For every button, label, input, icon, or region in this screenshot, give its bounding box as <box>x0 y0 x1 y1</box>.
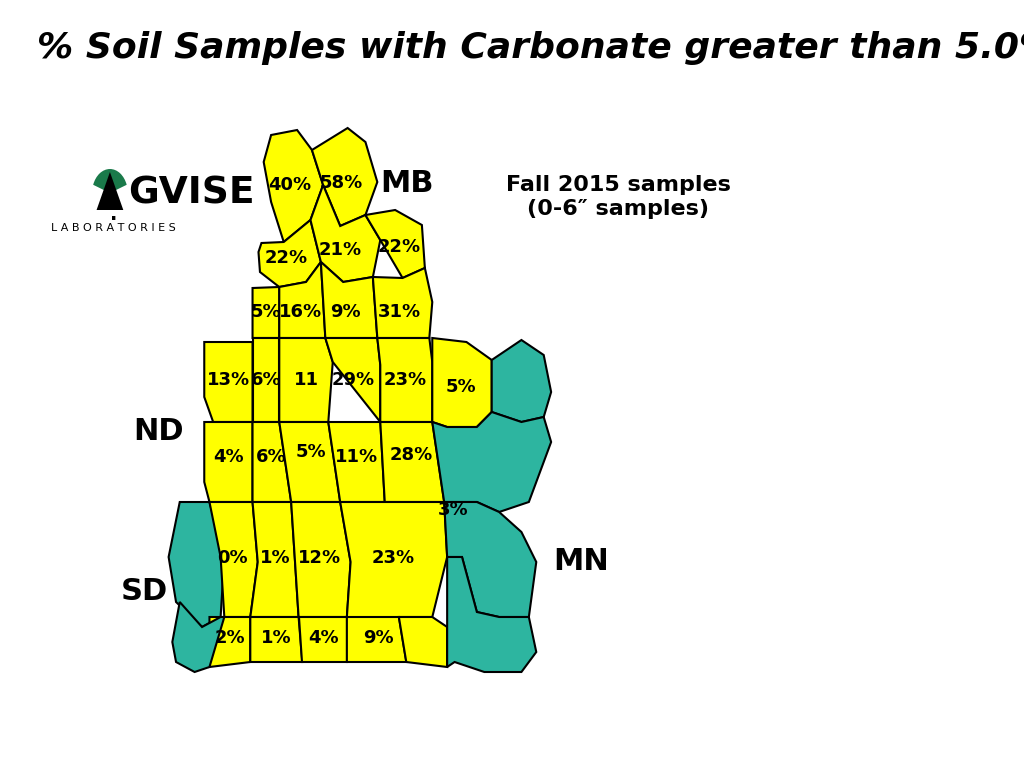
Polygon shape <box>377 338 432 422</box>
Text: 29%: 29% <box>331 371 375 389</box>
Text: % Soil Samples with Carbonate greater than 5.0%: % Soil Samples with Carbonate greater th… <box>37 31 1024 65</box>
Polygon shape <box>447 557 537 672</box>
Text: 16%: 16% <box>280 303 323 321</box>
Polygon shape <box>172 602 224 672</box>
Polygon shape <box>264 130 324 242</box>
Text: 6%: 6% <box>251 371 282 389</box>
Polygon shape <box>204 422 253 502</box>
Text: MB: MB <box>380 168 434 197</box>
Wedge shape <box>93 169 127 193</box>
Polygon shape <box>444 502 537 617</box>
Polygon shape <box>399 617 447 667</box>
Text: 22%: 22% <box>377 238 421 256</box>
Polygon shape <box>492 340 551 422</box>
Text: 4%: 4% <box>213 448 244 466</box>
Text: L A B O R A T O R I E S: L A B O R A T O R I E S <box>50 223 175 233</box>
Text: 9%: 9% <box>330 303 360 321</box>
Polygon shape <box>310 185 380 282</box>
Polygon shape <box>250 617 302 662</box>
Text: Fall 2015 samples
(0-6″ samples): Fall 2015 samples (0-6″ samples) <box>506 175 730 219</box>
Text: 2%: 2% <box>215 629 246 647</box>
Text: 28%: 28% <box>389 446 432 464</box>
Polygon shape <box>253 422 291 502</box>
Text: 58%: 58% <box>321 174 364 192</box>
Text: 3%: 3% <box>438 501 468 519</box>
Text: MN: MN <box>553 548 608 577</box>
Polygon shape <box>210 502 258 617</box>
Polygon shape <box>380 422 444 502</box>
Polygon shape <box>250 502 299 617</box>
Text: 11%: 11% <box>335 448 378 466</box>
Text: 4%: 4% <box>308 629 338 647</box>
Polygon shape <box>347 617 407 662</box>
Text: 11: 11 <box>294 371 318 389</box>
Text: 1%: 1% <box>260 549 291 567</box>
Polygon shape <box>96 172 123 210</box>
Polygon shape <box>291 502 350 617</box>
Polygon shape <box>280 422 340 502</box>
Polygon shape <box>204 342 253 422</box>
Text: 9%: 9% <box>364 629 394 647</box>
Polygon shape <box>432 412 551 512</box>
Text: ND: ND <box>133 418 183 446</box>
Text: 21%: 21% <box>318 241 361 259</box>
Polygon shape <box>253 287 280 338</box>
Text: 23%: 23% <box>372 549 416 567</box>
Text: 6%: 6% <box>256 448 287 466</box>
Text: 23%: 23% <box>383 371 426 389</box>
Polygon shape <box>253 338 280 422</box>
Text: 40%: 40% <box>268 176 311 194</box>
Text: 1%: 1% <box>261 629 292 647</box>
Polygon shape <box>326 338 380 422</box>
Polygon shape <box>373 268 432 338</box>
Text: 31%: 31% <box>378 303 421 321</box>
Text: SD: SD <box>121 578 169 607</box>
Polygon shape <box>432 338 492 427</box>
Text: 13%: 13% <box>207 371 250 389</box>
Polygon shape <box>280 338 333 422</box>
Text: 5%: 5% <box>251 303 282 321</box>
Polygon shape <box>169 502 224 627</box>
Polygon shape <box>312 128 377 226</box>
Text: 5%: 5% <box>295 443 326 461</box>
Text: 22%: 22% <box>264 249 307 267</box>
Polygon shape <box>321 262 377 338</box>
Text: 12%: 12% <box>298 549 341 567</box>
Polygon shape <box>280 262 326 338</box>
Text: 5%: 5% <box>445 378 476 396</box>
Polygon shape <box>299 617 347 662</box>
Polygon shape <box>210 617 250 667</box>
Text: GVISE: GVISE <box>128 175 254 211</box>
Polygon shape <box>366 210 425 278</box>
Polygon shape <box>340 502 447 622</box>
Polygon shape <box>258 220 321 287</box>
Text: 0%: 0% <box>217 549 248 567</box>
Text: .: . <box>110 206 118 224</box>
Polygon shape <box>329 422 385 502</box>
